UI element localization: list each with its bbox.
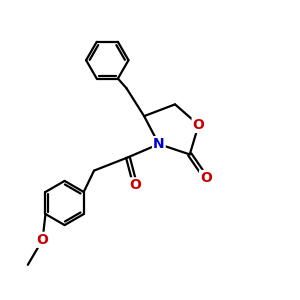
Text: O: O	[200, 171, 212, 185]
Text: O: O	[193, 118, 205, 132]
Text: O: O	[37, 233, 49, 247]
Text: O: O	[129, 178, 141, 192]
Text: N: N	[153, 137, 165, 151]
